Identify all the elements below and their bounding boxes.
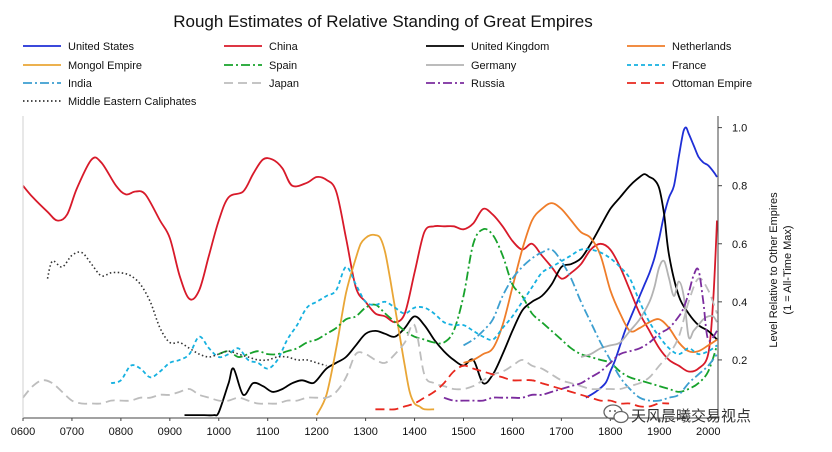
legend-label: United States [68, 41, 135, 53]
series-line-middle-eastern-caliphates [46, 251, 327, 367]
legend-item-india: India [23, 78, 93, 90]
series-line-india [463, 248, 718, 402]
legend-item-china: China [224, 41, 299, 53]
y-tick-label: 0.4 [732, 297, 747, 309]
x-tick-label: 2000 [696, 426, 720, 438]
y-axis-title-line2: (1 = All-Time Max) [782, 225, 794, 314]
legend-label: Germany [471, 60, 517, 72]
legend-label: China [269, 41, 299, 53]
legend-item-france: France [627, 60, 706, 72]
x-tick-label: 1200 [304, 426, 328, 438]
legend-item-united-kingdom: United Kingdom [426, 41, 549, 53]
x-tick-label: 0600 [11, 426, 35, 438]
series-line-germany [580, 259, 718, 358]
legend-label: Russia [471, 78, 506, 90]
x-tick-label: 1100 [256, 426, 280, 438]
series-line-japan [22, 277, 718, 405]
legend-label: France [672, 60, 706, 72]
plot-area [22, 126, 718, 417]
y-tick-label: 0.8 [732, 181, 747, 193]
x-tick-label: 0800 [109, 426, 133, 438]
x-tick-label: 1800 [598, 426, 622, 438]
x-tick-label: 1000 [207, 426, 231, 438]
x-tick-label: 1400 [402, 426, 426, 438]
legend-item-germany: Germany [426, 60, 517, 72]
y-axis-title: Level Relative to Other Empires (1 = All… [768, 192, 794, 348]
axes: 0600 0700 0800 0900 1000 1100 1200 1300 1400 1500… [11, 116, 747, 438]
legend-item-netherlands: Netherlands [627, 41, 732, 53]
chart-title: Rough Estimates of Relative Standing of … [173, 12, 593, 31]
y-axis-title-line1: Level Relative to Other Empires [768, 192, 780, 348]
legend-item-japan: Japan [224, 78, 299, 90]
series-line-united-states [585, 126, 718, 399]
legend-label: United Kingdom [471, 41, 549, 53]
y-tick-label: 1.0 [732, 123, 747, 135]
legend-item-spain: Spain [224, 60, 297, 72]
series-line-france [110, 248, 718, 385]
y-tick-label: 0.6 [732, 239, 747, 251]
legend-label: Ottoman Empire [672, 78, 752, 90]
legend-item-united-states: United States [23, 41, 135, 53]
legend-label: Spain [269, 60, 297, 72]
x-tick-label: 1500 [451, 426, 475, 438]
series-line-mongol-empire [315, 233, 435, 416]
series-line-spain [218, 228, 718, 393]
legend-item-russia: Russia [426, 78, 506, 90]
series-line-russia [443, 267, 718, 402]
y-tick-label: 0.2 [732, 355, 747, 367]
legend: United States China United Kingdom Netherla… [23, 41, 752, 108]
legend-label: India [68, 78, 93, 90]
legend-item-ottoman-empire: Ottoman Empire [627, 78, 752, 90]
legend-label: Middle Eastern Caliphates [68, 96, 197, 108]
legend-item-middle-eastern-caliphates: Middle Eastern Caliphates [23, 96, 197, 108]
x-tick-label: 0900 [158, 426, 182, 438]
watermark: 天风晨曦交易视点 [603, 404, 751, 425]
x-tick-label: 1300 [353, 426, 377, 438]
x-tick-label: 1700 [549, 426, 573, 438]
legend-label: Mongol Empire [68, 60, 142, 72]
x-tick-label: 1900 [647, 426, 671, 438]
x-tick-label: 0700 [60, 426, 84, 438]
legend-label: Japan [269, 78, 299, 90]
legend-item-mongol-empire: Mongol Empire [23, 60, 142, 72]
x-tick-label: 1600 [500, 426, 524, 438]
series-line-united-kingdom [184, 173, 718, 417]
wechat-bubble-icon [603, 404, 629, 424]
legend-label: Netherlands [672, 41, 732, 53]
series-line-netherlands [463, 202, 718, 364]
series-line-china [22, 156, 718, 373]
watermark-text: 天风晨曦交易视点 [631, 407, 751, 425]
